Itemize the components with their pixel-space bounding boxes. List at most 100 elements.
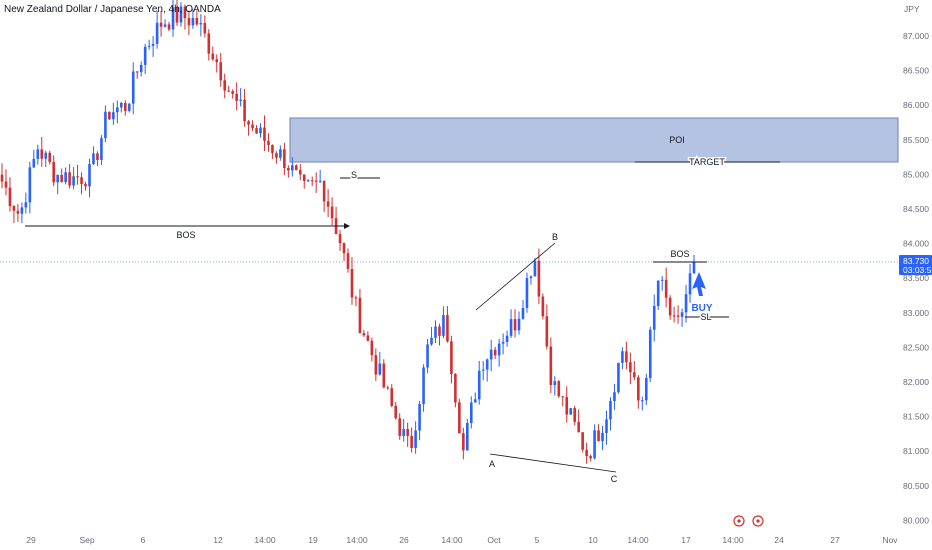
ac-trendline[interactable] <box>489 453 617 473</box>
bear-candle <box>637 377 640 401</box>
buy-arrow-icon[interactable] <box>692 272 706 296</box>
bull-candle <box>497 343 501 356</box>
bear-candle <box>167 24 171 30</box>
point-c-label: C <box>611 474 618 484</box>
bear-candle <box>390 388 394 406</box>
bull-candle <box>171 7 175 30</box>
y-tick-label: 80.000 <box>903 515 929 525</box>
bull-candle <box>430 337 433 345</box>
bull-candle <box>640 400 644 402</box>
x-tick-label: 24 <box>774 535 784 545</box>
bear-candle <box>406 429 409 436</box>
bear-candle <box>370 340 374 356</box>
bear-candle <box>203 23 207 34</box>
bear-candle <box>513 319 517 331</box>
poi-zone[interactable] <box>289 117 899 163</box>
bear-candle <box>215 59 219 63</box>
bos-left-arrowhead <box>344 223 350 229</box>
countdown-timer: 03:03:51 <box>903 265 932 275</box>
bear-candle <box>40 149 44 159</box>
bull-candle <box>613 392 616 402</box>
bull-candle <box>418 404 421 431</box>
bull-candle <box>36 149 40 159</box>
bull-candle <box>100 138 103 160</box>
bear-candle <box>4 181 8 188</box>
bear-candle <box>585 449 588 457</box>
bull-candle <box>692 262 696 274</box>
bear-candle <box>462 433 465 451</box>
bull-candle <box>147 45 151 47</box>
bull-candle <box>648 329 652 379</box>
bear-candle <box>410 435 413 448</box>
bear-candle <box>358 297 362 334</box>
bull-candle <box>151 43 155 46</box>
bear-candle <box>450 341 453 374</box>
bear-candle <box>219 62 223 81</box>
y-tick-label: 81.500 <box>903 412 929 422</box>
time-axis[interactable]: 29 Sep 6 12 14:00 19 14:00 26 14:00 Oct 5 10 14:00 17… <box>26 535 898 545</box>
price-axis[interactable]: 87.000 86.500 86.000 85.500 85.000 84.500 84.0… <box>903 31 929 525</box>
bull-candle <box>239 99 242 101</box>
bull-candle <box>680 312 684 317</box>
x-tick-label: 12 <box>213 535 223 545</box>
bear-candle <box>267 140 270 146</box>
point-a-label: A <box>489 459 495 469</box>
bull-candle <box>92 153 95 165</box>
event-icon[interactable] <box>733 515 745 527</box>
bull-candle <box>426 344 429 368</box>
bear-candle <box>676 315 680 317</box>
bull-candle <box>656 280 660 307</box>
y-tick-label: 84.000 <box>903 239 929 249</box>
bear-candle <box>458 402 461 434</box>
ab-trendline[interactable] <box>475 242 556 311</box>
bear-candle <box>362 333 366 336</box>
bear-candle <box>247 121 250 125</box>
bear-candle <box>374 355 378 375</box>
s-label: S <box>351 170 357 180</box>
bear-candle <box>211 53 215 60</box>
bear-candle <box>326 201 330 207</box>
bull-candle <box>466 423 469 451</box>
bear-candle <box>60 174 63 183</box>
bull-candle <box>469 402 473 424</box>
bear-candle <box>541 296 545 317</box>
bear-candle <box>438 326 441 336</box>
bull-candle <box>509 319 513 336</box>
bull-candle <box>306 180 310 182</box>
bear-candle <box>12 206 16 211</box>
symbol-title[interactable]: New Zealand Dollar / Japanese Yen, 4h, O… <box>4 4 221 15</box>
bull-candle <box>378 363 382 375</box>
x-tick-label: Nov <box>882 535 898 545</box>
bear-candle <box>302 174 306 182</box>
bear-candle <box>581 432 584 450</box>
x-tick-label: 14:00 <box>722 535 744 545</box>
buy-label: BUY <box>691 303 712 314</box>
bear-candle <box>243 99 246 122</box>
bear-candle <box>187 18 191 26</box>
y-tick-label: 83.500 <box>903 273 929 283</box>
bull-candle <box>521 308 525 319</box>
y-tick-label: 85.000 <box>903 169 929 179</box>
bull-candle <box>414 430 417 448</box>
bull-candle <box>163 24 167 27</box>
bear-candle <box>96 153 99 160</box>
bos-left-label: BOS <box>176 230 195 240</box>
bear-candle <box>557 381 561 397</box>
bull-candle <box>473 399 477 403</box>
bear-candle <box>629 362 632 373</box>
bull-candle <box>489 349 493 360</box>
bull-candle <box>56 174 59 183</box>
bull-candle <box>644 378 648 401</box>
bull-candle <box>609 401 612 420</box>
bear-candle <box>263 127 266 141</box>
bear-candle <box>80 177 83 185</box>
bear-candle <box>294 165 298 171</box>
y-tick-label: 83.000 <box>903 308 929 318</box>
bull-candle <box>501 342 505 344</box>
bear-candle <box>223 80 227 91</box>
bull-candle <box>477 370 481 400</box>
event-icon[interactable] <box>752 515 764 527</box>
bear-candle <box>386 387 390 389</box>
bear-candle <box>123 102 127 111</box>
